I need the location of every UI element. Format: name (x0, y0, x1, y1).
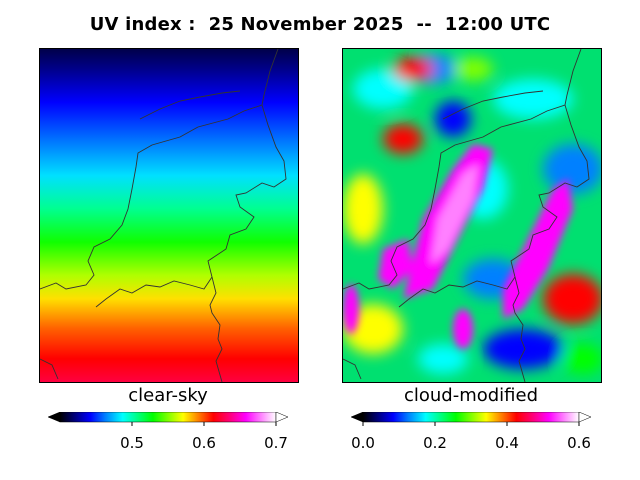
clear-sky-colorbar (48, 412, 288, 426)
high-uv-bands (343, 144, 573, 349)
colorbar-ticks (131, 422, 277, 426)
clear-sky-map (39, 48, 299, 383)
clear-sky-label: clear-sky (128, 385, 208, 406)
colorbar-tick-label: 0.6 (192, 434, 216, 452)
colorbar-ticks (362, 422, 580, 426)
country-borders (343, 49, 590, 382)
colorbar-tick-label: 0.7 (264, 434, 288, 452)
colorbar-tick-label: 0.0 (351, 434, 375, 452)
colorbar-extend-high (275, 412, 288, 423)
cloud-modified-colorbar (351, 412, 591, 426)
clear-sky-field (40, 49, 298, 382)
colorbar-tick-label: 0.5 (120, 434, 144, 452)
colorbar-extend-low (48, 412, 61, 423)
colorbar-ramp (362, 412, 580, 423)
cloud-modified-label: cloud-modified (403, 385, 539, 406)
colorbar-extend-low (351, 412, 364, 423)
colorbar-ramp (59, 412, 277, 423)
colorbar-tick-label: 0.4 (495, 434, 519, 452)
figure-title: UV index : 25 November 2025 -- 12:00 UTC (89, 14, 551, 35)
colorbar-tick-label: 0.6 (567, 434, 591, 452)
cloud-modified-map (342, 48, 602, 383)
country-borders (40, 49, 287, 382)
colorbar-extend-high (578, 412, 591, 423)
colorbar-tick-label: 0.2 (423, 434, 447, 452)
